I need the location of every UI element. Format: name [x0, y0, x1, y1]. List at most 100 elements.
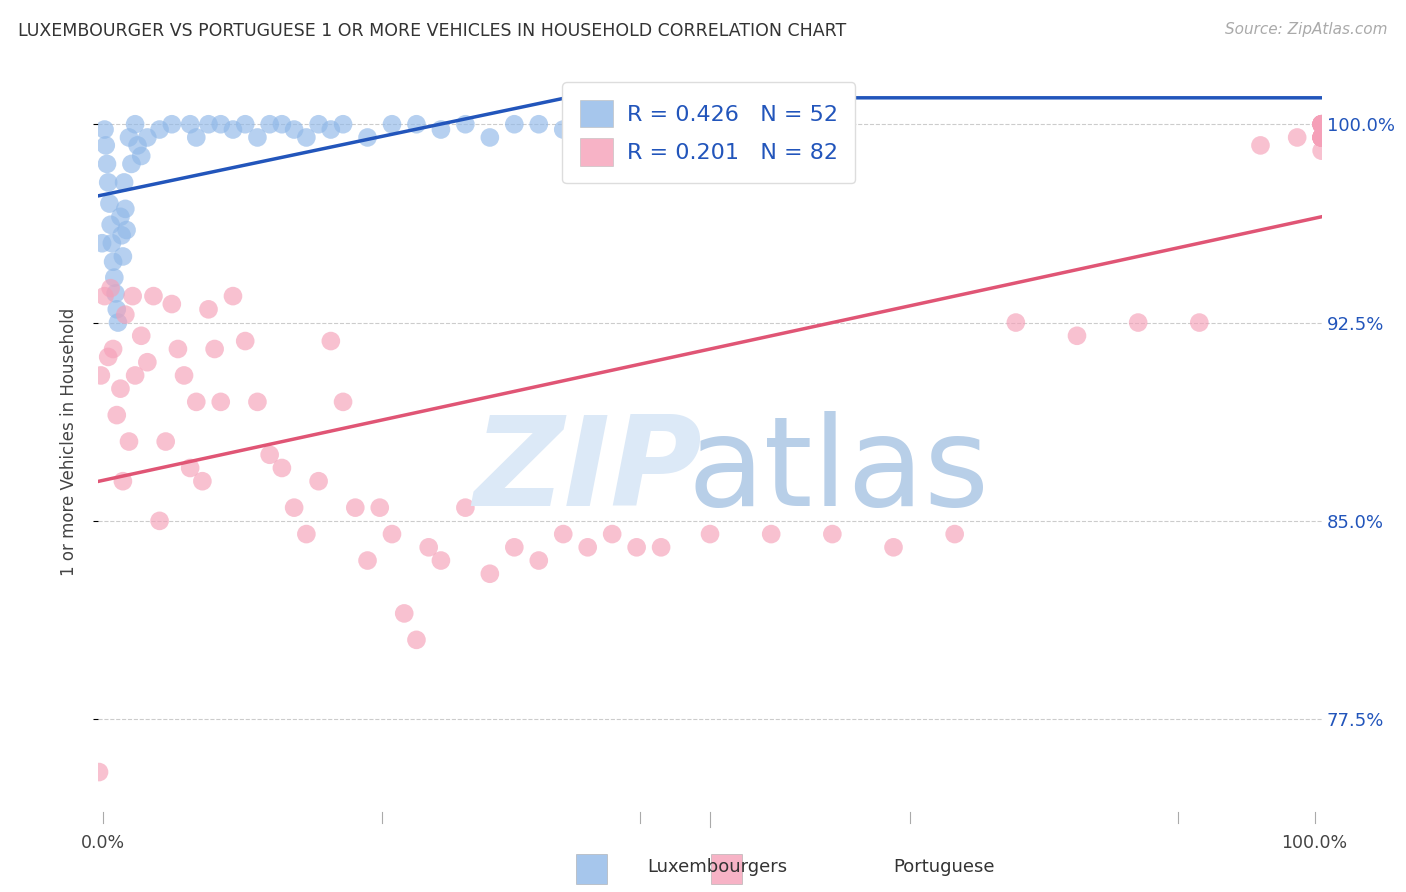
Point: [105, 302, 128, 317]
Point: [381, 527, 404, 541]
Point: [97, 176, 120, 190]
Point: [1188, 316, 1211, 330]
Point: [110, 382, 132, 396]
Point: [308, 117, 330, 131]
Point: [527, 117, 550, 131]
Point: [478, 566, 501, 581]
Point: [160, 297, 183, 311]
Point: [454, 500, 477, 515]
Point: [1310, 130, 1333, 145]
Point: [308, 474, 330, 488]
Point: [118, 130, 141, 145]
Point: [283, 122, 305, 136]
Point: [246, 130, 269, 145]
Point: [93, 122, 115, 136]
Point: [283, 500, 305, 515]
Point: [103, 270, 125, 285]
Point: [1310, 117, 1333, 131]
Point: [356, 130, 378, 145]
Point: [204, 342, 226, 356]
Point: [179, 117, 201, 131]
Point: [344, 500, 367, 515]
Point: [392, 607, 416, 621]
Point: [124, 117, 146, 131]
Point: [1310, 144, 1333, 158]
Point: [91, 236, 114, 251]
Point: [368, 500, 391, 515]
Point: [650, 541, 672, 555]
Point: [259, 448, 281, 462]
Point: [576, 541, 599, 555]
Point: [160, 117, 183, 131]
Point: [1310, 117, 1333, 131]
Point: [110, 210, 132, 224]
Text: ZIP: ZIP: [474, 410, 702, 532]
Point: [454, 117, 477, 131]
Point: [129, 328, 152, 343]
Point: [101, 342, 124, 356]
Text: Portuguese: Portuguese: [893, 858, 994, 876]
Point: [121, 289, 143, 303]
Point: [527, 553, 550, 567]
Point: [93, 289, 115, 303]
Point: [1310, 117, 1333, 131]
Point: [127, 138, 149, 153]
Point: [1310, 117, 1333, 131]
Text: Luxembourgers: Luxembourgers: [647, 858, 787, 876]
Point: [270, 117, 294, 131]
Point: [883, 541, 905, 555]
Bar: [711, 854, 742, 884]
Point: [626, 541, 648, 555]
Point: [1128, 316, 1150, 330]
Point: [197, 117, 219, 131]
Point: [295, 130, 318, 145]
Point: [107, 316, 129, 330]
Point: [430, 553, 453, 567]
Point: [209, 395, 232, 409]
Point: [246, 395, 269, 409]
Point: [1310, 130, 1333, 145]
Point: [112, 176, 135, 190]
Point: [1310, 117, 1333, 131]
Point: [101, 236, 124, 251]
Point: [1310, 130, 1333, 145]
Point: [270, 461, 294, 475]
Point: [553, 122, 575, 136]
Point: [155, 434, 177, 449]
Point: [576, 117, 599, 131]
Point: [97, 350, 120, 364]
Point: [115, 223, 138, 237]
Text: LUXEMBOURGER VS PORTUGUESE 1 OR MORE VEHICLES IN HOUSEHOLD CORRELATION CHART: LUXEMBOURGER VS PORTUGUESE 1 OR MORE VEH…: [18, 22, 846, 40]
Point: [114, 308, 136, 322]
Point: [179, 461, 201, 475]
Point: [1310, 117, 1333, 131]
Point: [100, 218, 122, 232]
Point: [197, 302, 219, 317]
Point: [222, 289, 245, 303]
Point: [101, 254, 124, 268]
Point: [233, 334, 256, 348]
Point: [478, 130, 501, 145]
Point: [1286, 130, 1309, 145]
Point: [430, 122, 453, 136]
Point: [1250, 138, 1272, 153]
Point: [1004, 316, 1026, 330]
Point: [1310, 130, 1333, 145]
Point: [1310, 130, 1333, 145]
Point: [142, 289, 165, 303]
Point: [503, 117, 526, 131]
Point: [98, 196, 121, 211]
Point: [111, 228, 134, 243]
Point: [405, 632, 427, 647]
Point: [120, 157, 142, 171]
Point: [564, 130, 586, 145]
Point: [191, 474, 214, 488]
Point: [124, 368, 146, 383]
Point: [129, 149, 152, 163]
Point: [295, 527, 318, 541]
Point: [111, 250, 134, 264]
Point: [1310, 130, 1333, 145]
Point: [1310, 117, 1333, 131]
Point: [186, 130, 208, 145]
Point: [943, 527, 966, 541]
